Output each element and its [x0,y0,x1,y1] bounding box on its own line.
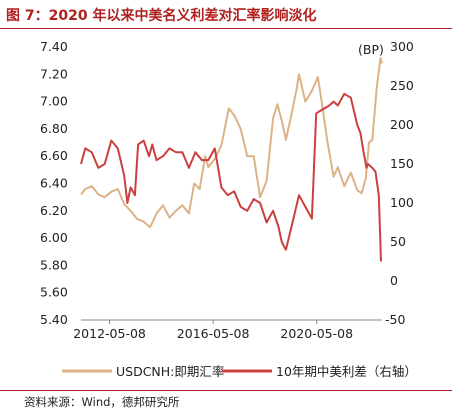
figure-title: 图 7：2020 年以来中美名义利差对汇率影响淡化 [6,8,317,24]
y2-tick-label: -50 [385,312,405,327]
figure-title-bar: 图 7：2020 年以来中美名义利差对汇率影响淡化 [0,0,452,30]
x-tick-label: 2016-05-08 [177,326,250,341]
y2-tick-label: 100 [390,195,414,210]
legend: USDCNH:即期汇率 10年期中美利差（右轴） [62,364,417,379]
x-tick-label: 2012-05-08 [73,326,146,341]
y2-tick-label: 50 [390,234,406,249]
y2-tick-label: 300 [390,39,414,54]
y-tick-label: 6.40 [40,176,68,191]
source-note: 资料来源：Wind，德邦研究所 [24,395,180,409]
legend-label-spread: 10年期中美利差（右轴） [276,364,417,379]
x-tick-label: 2020-05-08 [280,326,353,341]
y-tick-label: 5.60 [40,285,68,300]
y-tick-label: 5.40 [40,312,68,327]
series-line-spread [80,92,382,262]
y-tick-label: 5.80 [40,257,68,272]
y-tick-label: 6.20 [40,203,68,218]
series-layer [80,56,383,262]
y2-tick-label: 200 [390,117,414,132]
y2-tick-label: 0 [390,273,398,288]
y2-axis-ticks: 300 250 200 150 100 50 0 -50 [385,39,414,327]
y-tick-label: 7.40 [40,39,68,54]
y-axis-ticks: 7.40 7.20 7.00 6.80 6.60 6.40 6.20 6.00 5.80 5.60… [40,39,68,327]
y-tick-label: 6.80 [40,121,68,136]
y2-tick-label: 150 [390,156,414,171]
y-tick-label: 7.00 [40,94,68,109]
legend-label-usdcnh: USDCNH:即期汇率 [116,364,224,379]
x-axis-ticks: 2012-05-08 2016-05-08 2020-05-08 [73,320,353,341]
source-divider [0,390,452,391]
chart-canvas: (BP) 7.40 7.20 7.00 6.80 6.60 6.40 6.20 6.00 5.8… [40,39,417,379]
y-tick-label: 6.60 [40,148,68,163]
y2-unit-label: (BP) [358,42,384,57]
y2-tick-label: 250 [390,78,414,93]
title-divider [0,28,452,29]
y-tick-label: 7.20 [40,66,68,81]
series-line-usdcnh [80,56,383,229]
y-tick-label: 6.00 [40,230,68,245]
